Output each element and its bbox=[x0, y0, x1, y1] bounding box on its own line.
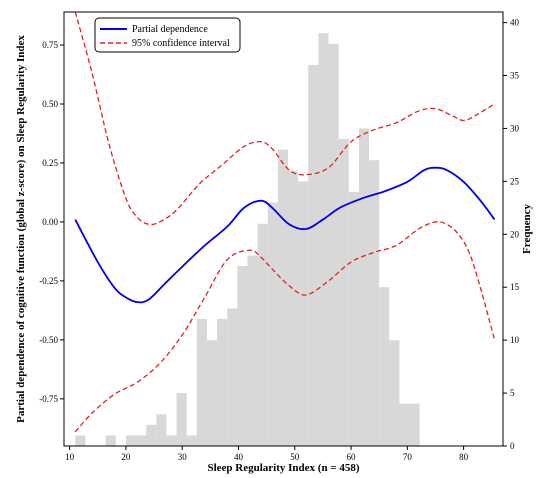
x-tick-label: 50 bbox=[290, 452, 300, 462]
histogram-bar bbox=[206, 340, 218, 446]
histogram-bar bbox=[379, 287, 390, 446]
series-lines bbox=[74, 11, 496, 433]
x-tick-label: 70 bbox=[403, 452, 413, 462]
histogram-bar bbox=[399, 403, 410, 446]
histogram-bar bbox=[217, 318, 228, 446]
histogram-bar bbox=[348, 191, 359, 446]
histogram-bar bbox=[125, 435, 137, 446]
y-axis-title: Partial dependence of cognitive function… bbox=[15, 35, 27, 423]
ci-upper-line bbox=[74, 11, 495, 226]
y-tick-label: 0.25 bbox=[42, 158, 58, 168]
histogram-bar bbox=[298, 181, 309, 447]
histogram-bar bbox=[358, 128, 370, 446]
histogram-bar bbox=[267, 202, 278, 446]
frequency-histogram bbox=[75, 33, 420, 447]
x-tick-label: 20 bbox=[121, 452, 131, 462]
histogram-bar bbox=[237, 266, 248, 446]
y-axis-ticks: -0.75 -0.50 -0.25 0.00 0.25 0.50 0.75 bbox=[39, 40, 64, 404]
y2-tick-label: 30 bbox=[510, 123, 520, 133]
partial-dependence-line bbox=[74, 166, 496, 304]
x-axis-ticks: 10 20 30 40 50 60 70 80 bbox=[65, 446, 469, 462]
y2-tick-label: 0 bbox=[510, 441, 515, 451]
y2-tick-label: 10 bbox=[510, 335, 520, 345]
y2-tick-label: 40 bbox=[510, 18, 520, 28]
histogram-bar bbox=[277, 149, 289, 447]
histogram-bar bbox=[247, 255, 258, 446]
y-tick-label: 0.75 bbox=[42, 40, 58, 50]
y-tick-label: 0.50 bbox=[42, 99, 58, 109]
histogram-bar bbox=[136, 435, 147, 446]
x-tick-label: 30 bbox=[178, 452, 188, 462]
histogram-bar bbox=[146, 424, 157, 446]
histogram-bar bbox=[196, 318, 207, 446]
histogram-bar bbox=[389, 340, 400, 446]
y2-axis-title: Frequency bbox=[521, 204, 533, 254]
histogram-bar bbox=[288, 170, 299, 446]
histogram-bar bbox=[105, 435, 116, 446]
histogram-bar bbox=[166, 435, 177, 446]
x-axis-title: Sleep Regularity Index (n = 458) bbox=[207, 462, 359, 474]
y2-tick-label: 20 bbox=[510, 229, 520, 239]
legend: Partial dependence 95% confidence interv… bbox=[94, 17, 241, 53]
histogram-bar bbox=[227, 308, 238, 446]
histogram-bar bbox=[156, 414, 167, 446]
histogram-bar bbox=[409, 403, 420, 446]
y2-tick-label: 15 bbox=[510, 282, 520, 292]
y2-tick-label: 35 bbox=[510, 71, 520, 81]
y2-tick-label: 25 bbox=[510, 176, 520, 186]
histogram-bar bbox=[75, 435, 86, 446]
x-tick-label: 10 bbox=[65, 452, 75, 462]
histogram-bar bbox=[338, 139, 349, 446]
legend-box bbox=[94, 17, 241, 53]
legend-label-partial-dependence: Partial dependence bbox=[132, 24, 208, 35]
histogram-bar bbox=[176, 393, 187, 446]
y-tick-label: -0.25 bbox=[39, 276, 58, 286]
y-tick-label: -0.50 bbox=[39, 335, 58, 345]
histogram-bar bbox=[257, 223, 268, 446]
plot-frame bbox=[63, 11, 504, 447]
x-tick-label: 40 bbox=[234, 452, 244, 462]
histogram-bar bbox=[318, 33, 329, 447]
x-tick-label: 80 bbox=[459, 452, 469, 462]
histogram-bar bbox=[328, 43, 339, 446]
histogram-bar bbox=[369, 160, 380, 446]
ci-lower-line bbox=[74, 221, 496, 433]
y-tick-label: -0.75 bbox=[39, 394, 58, 404]
histogram-bar bbox=[308, 64, 319, 447]
y2-tick-label: 5 bbox=[510, 388, 515, 398]
y-tick-label: 0.00 bbox=[42, 217, 58, 227]
legend-label-confidence-interval: 95% confidence interval bbox=[132, 38, 230, 49]
x-tick-label: 60 bbox=[347, 452, 357, 462]
histogram-bar bbox=[186, 435, 197, 446]
y2-axis-ticks: 0 5 10 15 20 25 30 35 40 bbox=[503, 18, 520, 451]
